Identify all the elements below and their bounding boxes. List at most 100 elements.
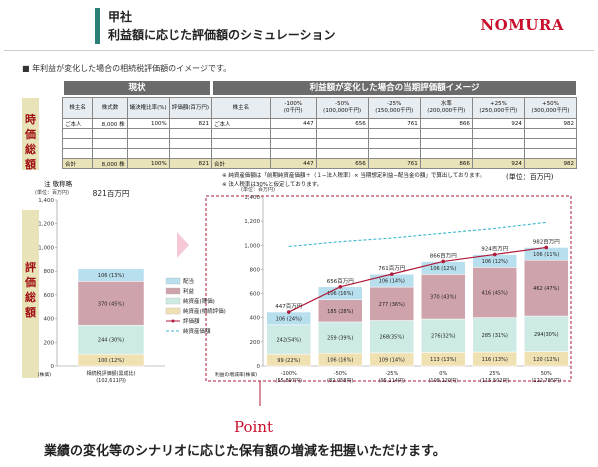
bar-segment <box>524 260 569 317</box>
bar-segment-label: 259 (39%) <box>327 336 353 342</box>
y-tick-label: 800 <box>250 267 261 273</box>
y-tick-label: 0 <box>51 364 55 370</box>
y-tick-label: 200 <box>44 340 55 346</box>
valuation-point <box>338 285 343 289</box>
unit-label: (単位：百万円) <box>506 173 554 181</box>
legend-label: 純資産価額 <box>183 327 211 335</box>
table-header-cell: +25% (250,000千円) <box>471 97 525 119</box>
legend-marker <box>171 319 175 323</box>
y-tick-label: 1,000 <box>244 243 260 249</box>
y-tick-label: 200 <box>250 340 261 346</box>
bar-segment-label: 106 (12%) <box>430 266 456 272</box>
x-tick-label: 25% <box>489 371 500 377</box>
footnote-1: ※ 純資産価額は「前期純資産価額＋（１−法人税率）× 当期想定利益−配当金の額」… <box>222 173 486 179</box>
y-tick-label: 0 <box>257 364 261 370</box>
x-tick-label: 相続税評価額(黒成比) <box>87 370 136 377</box>
bar-segment <box>421 318 466 353</box>
y-tick-label: 600 <box>250 292 261 298</box>
chart-note: 注 敬称略 <box>44 180 73 188</box>
valuation-label: 866百万円 <box>430 252 457 259</box>
header-top-text: -50% <box>335 101 350 107</box>
valuation-label: 761百万円 <box>378 265 405 272</box>
scenario-band: 利益額が変化した場合の当期評価額イメージ <box>213 81 576 95</box>
bar-segment-label: 185 (28%) <box>327 309 353 315</box>
title-accent-bar <box>95 8 100 44</box>
y-tick-label: 1,200 <box>244 219 260 225</box>
x-tick-sublabel: (82,058円) <box>327 378 353 384</box>
header-divider <box>4 50 594 51</box>
bar-segment <box>472 267 517 318</box>
bar-segment-label: 416 (45%) <box>482 290 508 296</box>
bar-segment-label: 106 (13%) <box>98 273 124 279</box>
valuation-point <box>492 252 497 257</box>
scenario-holdings-table: 株主名 -100% (0千円) -50% (100,000千円) -25% (150,000… <box>211 97 578 169</box>
legend-swatch <box>165 277 181 285</box>
arrow-icon <box>177 232 189 258</box>
bar-segment-label: 370 (43%) <box>430 295 456 301</box>
table-header-cell: 議決権比率(%) <box>126 97 170 119</box>
bar-segment-label: 100 (12%) <box>98 358 124 364</box>
page-title: 利益額に応じた評価額のシミュレーション <box>108 28 336 42</box>
table-header-cell: -25% (150,000千円) <box>367 97 421 119</box>
legend-swatch <box>165 297 181 305</box>
bar-segment <box>421 274 466 320</box>
valuation-label: 924百万円 <box>481 245 508 252</box>
bar-segment-label: 120 (12%) <box>533 357 559 363</box>
legend-swatch <box>165 287 181 295</box>
table-total-cell: 8,000 株 <box>92 158 128 169</box>
table-total-cell: 982 <box>523 158 578 169</box>
current-holdings-table: 株主名 株式数 議決権比率(%) 評価額(百万円) ご本人 8,000 株 100% 821 合… <box>61 97 213 169</box>
bar-segment <box>77 324 145 355</box>
valuation-label-text: 評価総額 <box>25 261 36 319</box>
point-label: Point <box>234 418 274 436</box>
valuation-point <box>389 272 394 276</box>
x-tick-sublabel: (55,897円) <box>276 378 302 384</box>
valuation-point <box>441 259 446 264</box>
x-tick-label: -25% <box>385 371 398 377</box>
valuation-point <box>544 245 549 250</box>
bar-segment-label: 244 (30%) <box>98 338 124 344</box>
bar-segment-label: 268(35%) <box>379 335 404 341</box>
valuation-label: 982百万円 <box>533 238 560 245</box>
bar-segment-label: 370 (45%) <box>98 301 124 307</box>
scenario-chart: 0 200 400 600 800 1,000 1,200 1,400 (単位：百万円) 99 (… <box>215 186 572 384</box>
table-header-cell: 株式数 <box>92 97 128 119</box>
net-asset-line <box>288 221 547 248</box>
total-label: 821百万円 <box>93 189 130 198</box>
table-header-cell: -50% (100,000千円) <box>315 97 369 119</box>
y-tick-label: 400 <box>44 317 55 323</box>
bar-segment-label: 106 (16%) <box>327 358 353 364</box>
valuation-label: 656百万円 <box>327 278 354 285</box>
y-tick-label: 800 <box>44 269 55 275</box>
x-tick-label: 0% <box>439 371 447 377</box>
table-total-row: 合計 447 656 761 866 924 982 <box>211 158 578 169</box>
y-tick-label: 600 <box>44 293 55 299</box>
x-tick-sublabel: (122,785円) <box>531 378 561 384</box>
current-band: 現状 <box>64 81 210 95</box>
bottom-message: 業績の変化等のシナリオに応じた保有額の増減を把握いただけます。 <box>44 444 446 459</box>
legend-label: 純資産(相続評価) <box>183 307 226 315</box>
header-bottom-text: (0千円) <box>283 108 303 114</box>
table-total-cell: 合計 <box>211 158 271 169</box>
x-axis-caption: (株価) <box>38 371 51 378</box>
intro-note: ■ 年利益が変化した場合の相続税評価額のイメージです。 <box>22 64 232 73</box>
y-tick-label: 400 <box>250 316 261 322</box>
bar-segment-label: 277 (36%) <box>379 302 405 308</box>
x-tick-sublabel: (115,502円) <box>480 378 510 384</box>
bar-segment-label: 242(54%) <box>276 337 301 343</box>
header-bottom-text: (200,000千円) <box>427 108 466 114</box>
x-tick-label: -100% <box>281 371 297 377</box>
table-row: ご本人 447 656 761 866 924 982 <box>211 118 578 129</box>
valuation-line <box>288 246 547 313</box>
bar-segment-label: 106 (24%) <box>276 316 302 322</box>
header-top-text: -25% <box>387 101 402 107</box>
valuation-label: 評価総額 <box>22 210 39 378</box>
table-header-row: 株主名 株式数 議決権比率(%) 評価額(百万円) <box>61 97 213 119</box>
y-axis-label: (単位：百万円) <box>35 189 69 196</box>
x-tick-sublabel: (95,114円) <box>379 378 405 384</box>
table-header-cell: 水準 (200,000千円) <box>419 97 473 119</box>
header-bottom-text: (100,000千円) <box>323 108 362 114</box>
bar-segment-label: 106 (11%) <box>533 252 559 258</box>
table-total-cell: 821 <box>168 158 213 169</box>
bar-segment <box>77 268 145 282</box>
